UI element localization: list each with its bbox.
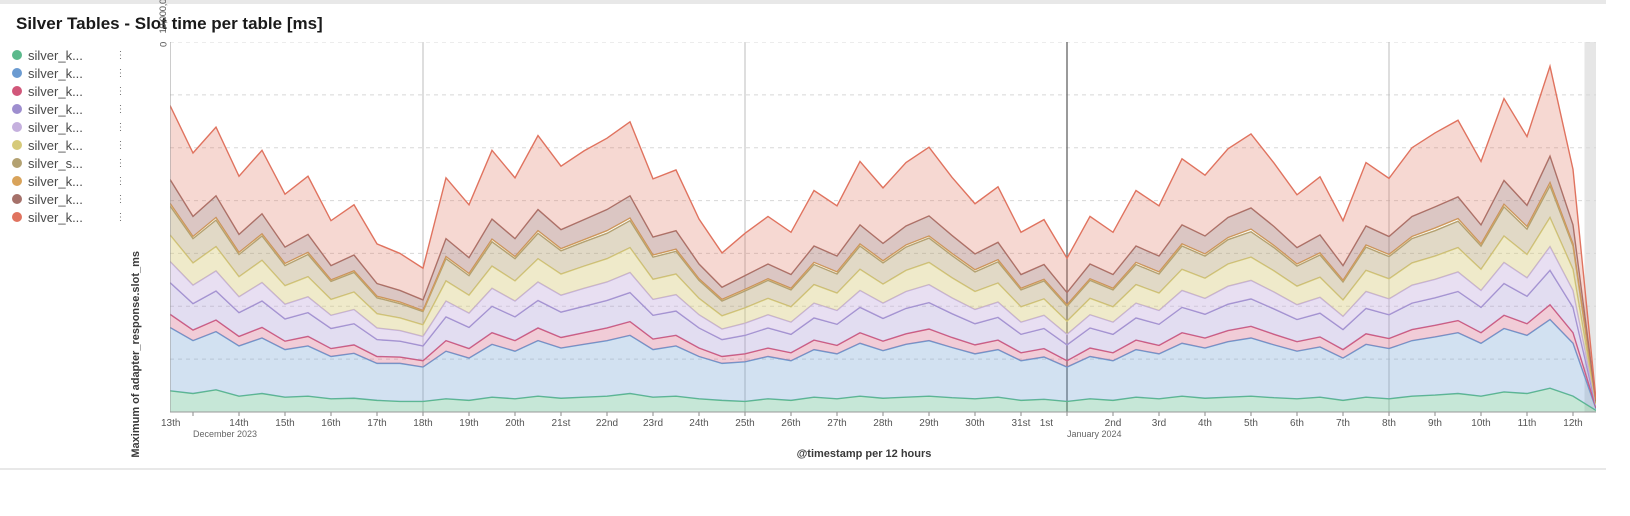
x-tick: 14th [229,418,248,429]
legend-label: silver_k... [28,174,116,189]
legend-label: silver_s... [28,156,116,171]
x-tick: 8th [1382,418,1396,429]
legend-menu-icon[interactable]: ⋮ [116,68,127,79]
legend-item[interactable]: silver_k...⋮ [12,46,132,64]
legend-item[interactable]: silver_k...⋮ [12,118,132,136]
legend-item[interactable]: silver_k...⋮ [12,82,132,100]
x-tick: 7th [1336,418,1350,429]
x-tick: 24th [689,418,708,429]
legend-menu-icon[interactable]: ⋮ [116,176,127,187]
x-tick: 4th [1198,418,1212,429]
legend-item[interactable]: silver_k...⋮ [12,136,132,154]
legend: silver_k...⋮silver_k...⋮silver_k...⋮silv… [12,42,132,226]
legend-item[interactable]: silver_s...⋮ [12,154,132,172]
x-tick: 20th [505,418,524,429]
chart-svg [170,42,1596,418]
legend-swatch [12,140,22,150]
legend-menu-icon[interactable]: ⋮ [116,194,127,205]
x-tick: 15th [275,418,294,429]
legend-item[interactable]: silver_k...⋮ [12,208,132,226]
x-tick: 11th [1518,418,1537,429]
y-tick: 0 [159,42,170,47]
legend-item[interactable]: silver_k...⋮ [12,190,132,208]
legend-label: silver_k... [28,102,116,117]
legend-swatch [12,158,22,168]
x-tick: 29th [919,418,938,429]
legend-menu-icon[interactable]: ⋮ [116,104,127,115]
legend-label: silver_k... [28,66,116,81]
chart-panel: Silver Tables - Slot time per table [ms]… [0,0,1606,470]
legend-label: silver_k... [28,48,116,63]
legend-menu-icon[interactable]: ⋮ [116,158,127,169]
x-tick: 13thDecember 2023 [161,418,225,439]
legend-menu-icon[interactable]: ⋮ [116,140,127,151]
x-tick: 5th [1244,418,1258,429]
x-tick: 3rd [1152,418,1166,429]
x-axis-label: @timestamp per 12 hours [132,448,1596,460]
legend-swatch [12,176,22,186]
x-tick: 27th [827,418,846,429]
y-tick: 10,000,000 [159,0,170,34]
legend-swatch [12,212,22,222]
x-tick: 6th [1290,418,1304,429]
plot-area[interactable] [170,42,1596,418]
legend-item[interactable]: silver_k...⋮ [12,64,132,82]
legend-label: silver_k... [28,138,116,153]
legend-menu-icon[interactable]: ⋮ [116,122,127,133]
x-tick: 17th [367,418,386,429]
x-tick: 26th [781,418,800,429]
x-tick: 28th [873,418,892,429]
x-tick: 21st [552,418,571,429]
legend-swatch [12,194,22,204]
x-tick: 30th [965,418,984,429]
legend-swatch [12,104,22,114]
legend-menu-icon[interactable]: ⋮ [116,86,127,97]
x-axis-ticks: 13thDecember 202314th15th16th17th18th19t… [170,418,1596,446]
legend-label: silver_k... [28,210,116,225]
x-tick: 2nd [1105,418,1122,429]
legend-menu-icon[interactable]: ⋮ [116,50,127,61]
chart-area: Maximum of adapter_response.slot_ms 010,… [132,42,1596,460]
x-tick: 1stJanuary 2024 [1040,418,1095,439]
chart-title: Silver Tables - Slot time per table [ms] [16,14,1594,34]
legend-swatch [12,50,22,60]
x-tick: 31st [1012,418,1031,429]
x-tick: 18th [413,418,432,429]
y-axis-label: Maximum of adapter_response.slot_ms [130,251,142,458]
x-tick: 19th [459,418,478,429]
x-tick: 23rd [643,418,663,429]
legend-swatch [12,68,22,78]
x-tick: 12th [1563,418,1582,429]
legend-label: silver_k... [28,192,116,207]
x-tick: 25th [735,418,754,429]
legend-label: silver_k... [28,84,116,99]
x-tick: 16th [321,418,340,429]
legend-label: silver_k... [28,120,116,135]
legend-swatch [12,122,22,132]
legend-item[interactable]: silver_k...⋮ [12,100,132,118]
legend-item[interactable]: silver_k...⋮ [12,172,132,190]
x-tick: 22nd [596,418,618,429]
legend-swatch [12,86,22,96]
x-tick: 9th [1428,418,1442,429]
chart-body: silver_k...⋮silver_k...⋮silver_k...⋮silv… [12,42,1594,460]
x-tick: 10th [1471,418,1490,429]
legend-menu-icon[interactable]: ⋮ [116,212,127,223]
